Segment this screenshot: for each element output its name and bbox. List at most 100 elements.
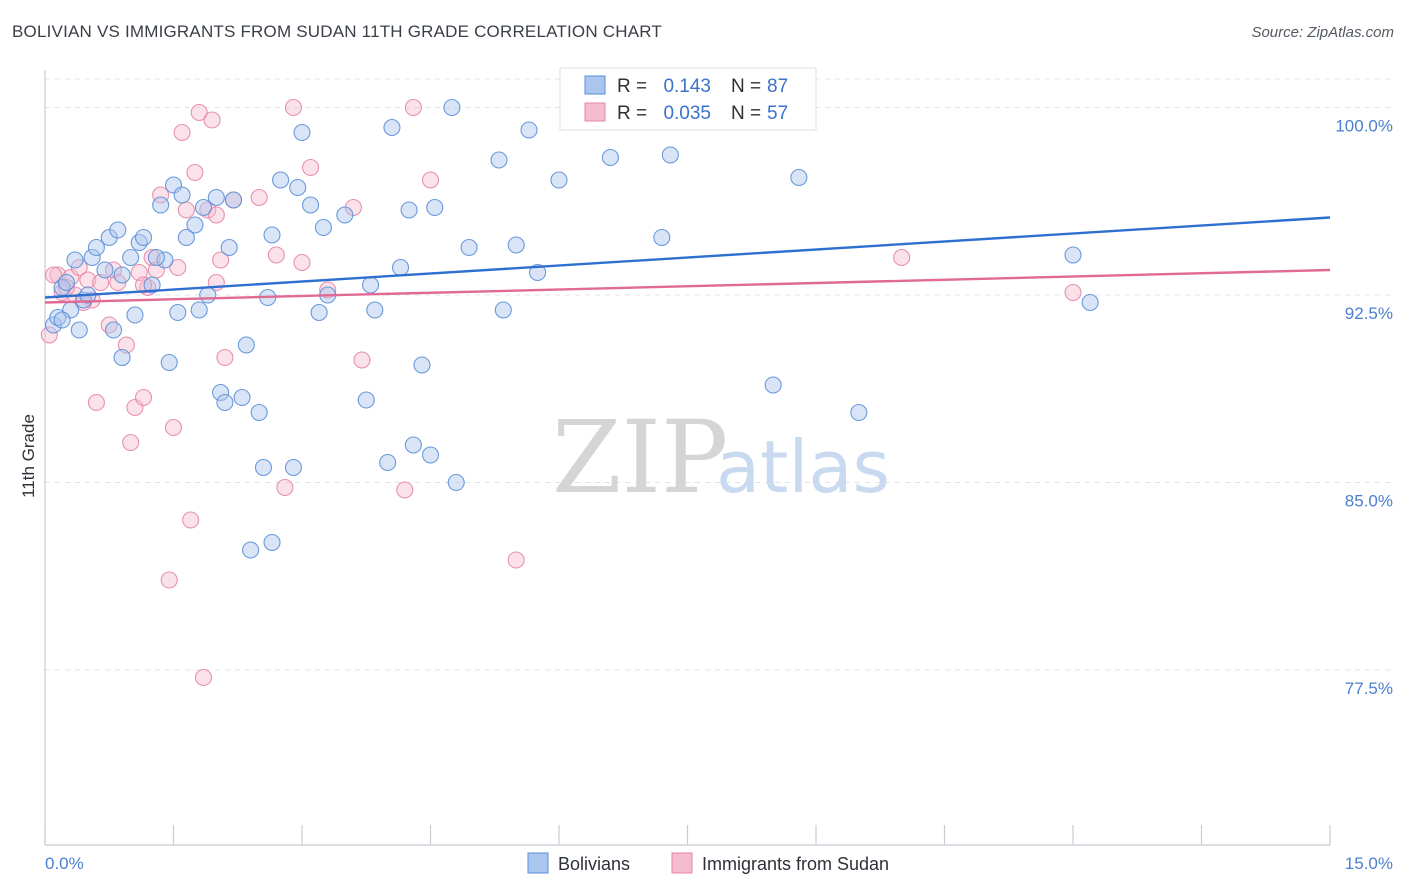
point-bolivians (242, 541, 260, 559)
point-bolivians (212, 383, 230, 402)
point-sudan (216, 348, 234, 367)
source-credit: Source: ZipAtlas.com (1251, 24, 1394, 41)
point-bolivians (336, 206, 354, 224)
point-bolivians (357, 391, 375, 409)
point-sudan (87, 393, 105, 412)
point-bolivians (216, 393, 234, 412)
y-axis-label: 11th Grade (19, 414, 38, 498)
point-bolivians (310, 303, 328, 322)
legend-item-sudan: Immigrants from Sudan (702, 854, 889, 874)
point-sudan (267, 246, 285, 264)
point-bolivians (790, 168, 808, 187)
point-bolivians (207, 188, 225, 207)
point-bolivians (529, 263, 547, 282)
legend-r-value: 0.143 (663, 76, 711, 97)
point-bolivians (177, 228, 195, 247)
point-bolivians (126, 306, 144, 324)
legend-swatch-sudan (671, 852, 693, 874)
point-bolivians (87, 238, 105, 257)
point-bolivians (1081, 293, 1099, 312)
legend-n-label: N = (731, 76, 761, 97)
point-bolivians (113, 266, 131, 284)
point-sudan (79, 271, 97, 289)
point-bolivians (113, 348, 131, 367)
point-bolivians (507, 236, 525, 254)
point-bolivians (361, 276, 380, 294)
point-sudan (396, 481, 414, 499)
legend-r-value: 0.035 (663, 103, 711, 124)
point-sudan (1064, 283, 1082, 302)
point-sudan (353, 351, 371, 369)
y-tick-label: 92.5% (1345, 304, 1393, 323)
point-bolivians (186, 216, 204, 234)
point-bolivians (199, 286, 217, 304)
x-tick-labels: 0.0% 15.0% (45, 854, 1393, 873)
point-bolivians (190, 301, 208, 319)
point-bolivians (550, 171, 568, 189)
point-bolivians (661, 146, 679, 164)
point-bolivians (263, 533, 281, 552)
stats-legend: R = 0.143 N = 87 R = 0.035 N = 57 (559, 67, 817, 131)
point-bolivians (764, 376, 782, 394)
y-tick-label: 85.0% (1345, 492, 1393, 511)
point-bolivians (520, 121, 538, 139)
point-bolivians (302, 196, 320, 214)
point-sudan (421, 171, 440, 189)
point-bolivians (109, 221, 127, 239)
point-bolivians (70, 321, 88, 339)
point-sudan (164, 418, 183, 437)
point-bolivians (237, 336, 255, 354)
trend-lines (44, 216, 1331, 304)
point-bolivians (254, 458, 273, 477)
axes (44, 70, 1331, 846)
point-bolivians (404, 436, 422, 454)
point-bolivians (447, 473, 465, 492)
legend-n-value: 87 (767, 76, 788, 97)
point-bolivians (1064, 246, 1082, 264)
legend-n-label: N = (731, 103, 761, 124)
point-sudan (122, 433, 140, 452)
point-bolivians (490, 151, 508, 169)
point-bolivians (391, 258, 410, 277)
point-bolivians (250, 403, 268, 422)
legend-swatch-bolivians (584, 75, 606, 95)
point-sudan (203, 111, 221, 129)
chart-title: BOLIVIAN VS IMMIGRANTS FROM SUDAN 11TH G… (12, 22, 662, 41)
y-tick-labels: 100.0% 92.5% 85.0% 77.5% (1335, 117, 1393, 699)
point-bolivians (421, 446, 440, 464)
point-bolivians (460, 238, 478, 257)
point-sudan (507, 551, 525, 569)
point-bolivians (284, 458, 302, 477)
point-bolivians (134, 228, 153, 247)
legend-r-label: R = (617, 76, 647, 97)
point-bolivians (653, 228, 671, 247)
point-bolivians (122, 248, 140, 267)
point-sudan (302, 158, 320, 177)
point-bolivians (272, 171, 290, 189)
point-bolivians (57, 273, 75, 292)
x-tick-label: 15.0% (1345, 854, 1393, 873)
point-sudan (186, 163, 204, 182)
point-sudan (319, 281, 337, 299)
point-sudan (194, 668, 213, 687)
point-sudan (284, 98, 302, 117)
point-sudan (276, 478, 294, 497)
point-sudan (190, 103, 208, 122)
point-bolivians (366, 301, 384, 319)
point-sudan (169, 258, 187, 277)
point-bolivians (426, 198, 444, 217)
point-bolivians (53, 311, 71, 329)
watermark-zip: ZIP (552, 399, 728, 516)
series-bolivians-points (45, 98, 1099, 559)
point-bolivians (233, 388, 251, 407)
point-bolivians (83, 248, 101, 267)
point-sudan (173, 123, 191, 142)
point-bolivians (494, 301, 512, 319)
point-sudan (182, 511, 200, 529)
point-bolivians (850, 403, 868, 422)
point-sudan (293, 253, 311, 272)
legend-swatch-sudan (584, 102, 606, 122)
point-bolivians (147, 248, 165, 267)
point-bolivians (66, 251, 84, 269)
